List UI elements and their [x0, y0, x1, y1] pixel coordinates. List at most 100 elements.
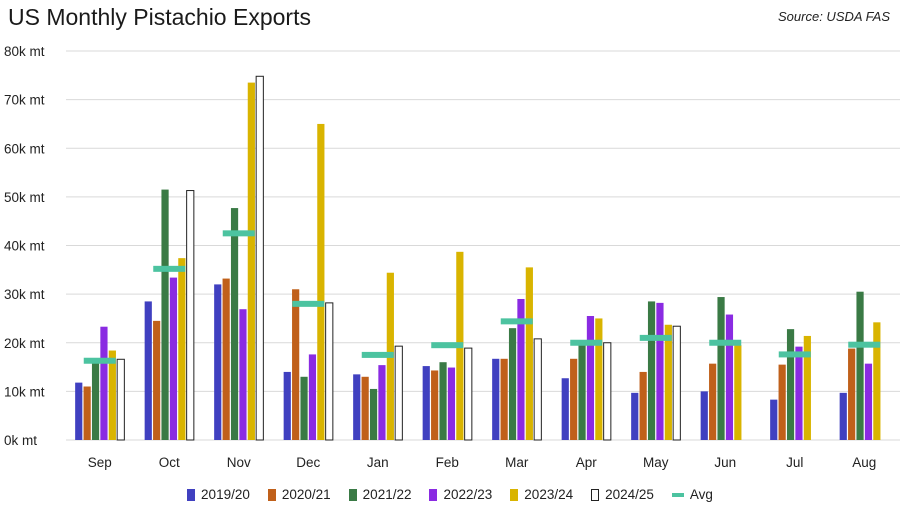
bar-2020-21-aug	[848, 348, 856, 440]
x-tick-label: Dec	[296, 455, 320, 470]
bar-2019-20-mar	[492, 358, 500, 440]
bar-2020-21-jul	[778, 364, 786, 440]
legend-label-avg: Avg	[689, 487, 713, 502]
avg-marker-aug	[848, 341, 881, 348]
bar-2022-23-jul	[795, 346, 803, 440]
y-tick-label: 0k mt	[4, 433, 37, 448]
bar-2022-23-sep	[100, 326, 108, 440]
legend-label: 2020/21	[281, 487, 331, 502]
bar-2020-21-jan	[361, 376, 369, 440]
bar-2020-21-feb	[431, 370, 439, 440]
y-tick-label: 80k mt	[4, 44, 45, 59]
x-tick-label: Aug	[852, 455, 876, 470]
legend-label: 2023/24	[524, 487, 574, 502]
avg-marker-apr	[570, 339, 603, 346]
bar-2023-24-sep	[108, 350, 116, 440]
avg-marker-nov	[222, 230, 255, 237]
bar-2024-25-mar	[533, 338, 542, 441]
bar-2022-23-mar	[517, 298, 525, 440]
bar-2023-24-aug	[873, 322, 881, 440]
bar-2022-23-oct	[169, 277, 178, 440]
chart-title: US Monthly Pistachio Exports	[8, 4, 311, 30]
bar-2023-24-may	[664, 324, 672, 440]
bar-2023-24-nov	[247, 82, 255, 440]
bar-2022-23-jan	[378, 365, 386, 440]
bar-2020-21-may	[639, 371, 647, 440]
legend-swatch	[267, 488, 276, 501]
bar-2023-24-apr	[595, 318, 603, 440]
x-tick-label: Jan	[367, 455, 389, 470]
x-tick-label: Feb	[436, 455, 459, 470]
legend-label: 2022/23	[443, 487, 493, 502]
bar-2024-25-may	[672, 325, 681, 441]
avg-marker-sep	[83, 357, 116, 364]
y-tick-label: 70k mt	[4, 93, 45, 108]
bar-2024-25-jan	[394, 345, 403, 441]
y-tick-label: 60k mt	[4, 141, 45, 156]
bar-2021-22-dec	[300, 376, 308, 440]
legend-swatch	[348, 488, 357, 501]
bar-2021-22-nov	[230, 208, 239, 440]
bar-2024-25-dec	[325, 302, 334, 441]
bar-2019-20-oct	[144, 301, 152, 440]
avg-marker-jun	[709, 339, 742, 346]
avg-marker-feb	[431, 342, 464, 349]
bar-2020-21-mar	[500, 358, 508, 440]
bar-2021-22-mar	[508, 328, 517, 440]
legend-item: 2022/23	[429, 487, 492, 502]
bar-2024-25-oct	[186, 190, 195, 441]
bar-2019-20-jun	[700, 391, 708, 440]
legend-item: 2024/25	[591, 487, 654, 502]
bar-2024-25-apr	[603, 342, 612, 441]
legend-item-avg: Avg	[671, 487, 713, 502]
bar-2020-21-apr	[570, 358, 578, 440]
avg-marker-mar	[500, 318, 533, 325]
legend-swatch	[510, 488, 519, 501]
x-tick-label: Sep	[88, 455, 112, 470]
bar-2020-21-oct	[153, 320, 161, 440]
x-tick-label: May	[643, 455, 669, 470]
x-tick-label: Jun	[714, 455, 736, 470]
bar-2020-21-nov	[222, 278, 230, 440]
y-tick-label: 40k mt	[4, 239, 45, 254]
bar-2021-22-sep	[91, 360, 100, 440]
avg-marker-may	[639, 334, 672, 341]
bar-2022-23-nov	[239, 309, 247, 440]
bar-2023-24-jun	[734, 345, 742, 440]
avg-marker-jan	[361, 351, 394, 358]
legend-item: 2021/22	[348, 487, 412, 502]
legend-swatch	[429, 488, 438, 501]
bar-2022-23-aug	[864, 363, 873, 440]
bar-2021-22-apr	[578, 344, 586, 440]
legend-label: 2024/25	[605, 487, 654, 502]
bar-2019-20-feb	[422, 366, 430, 440]
bar-2021-22-may	[647, 301, 656, 440]
bar-2019-20-sep	[75, 382, 83, 440]
chart-source: Source: USDA FAS	[778, 9, 890, 24]
bar-2022-23-may	[656, 302, 664, 440]
bar-2021-22-feb	[439, 362, 447, 440]
bar-2021-22-jul	[786, 329, 795, 440]
bar-2019-20-may	[631, 392, 639, 440]
chart-legend: 2019/20 2020/21 2021/22 2022/23 2023/24 2024/…	[0, 487, 900, 502]
bar-2019-20-jul	[770, 399, 778, 440]
bar-2020-21-sep	[83, 386, 91, 440]
legend-item: 2019/20	[187, 487, 250, 502]
y-tick-label: 50k mt	[4, 190, 45, 205]
bar-2019-20-nov	[214, 284, 222, 440]
legend-swatch	[187, 488, 196, 501]
legend-swatch	[591, 488, 600, 501]
legend-item: 2020/21	[267, 487, 331, 502]
bar-2019-20-dec	[283, 371, 291, 440]
bar-2021-22-jun	[717, 297, 725, 440]
x-tick-label: Jul	[786, 455, 803, 470]
legend-label: 2021/22	[362, 487, 412, 502]
bar-2019-20-jan	[353, 374, 361, 440]
avg-marker-oct	[153, 265, 186, 272]
x-tick-label: Nov	[227, 455, 251, 470]
bar-2023-24-dec	[317, 123, 325, 440]
bar-2024-25-feb	[464, 347, 473, 441]
bar-2021-22-aug	[856, 291, 864, 440]
y-tick-label: 30k mt	[4, 287, 45, 302]
